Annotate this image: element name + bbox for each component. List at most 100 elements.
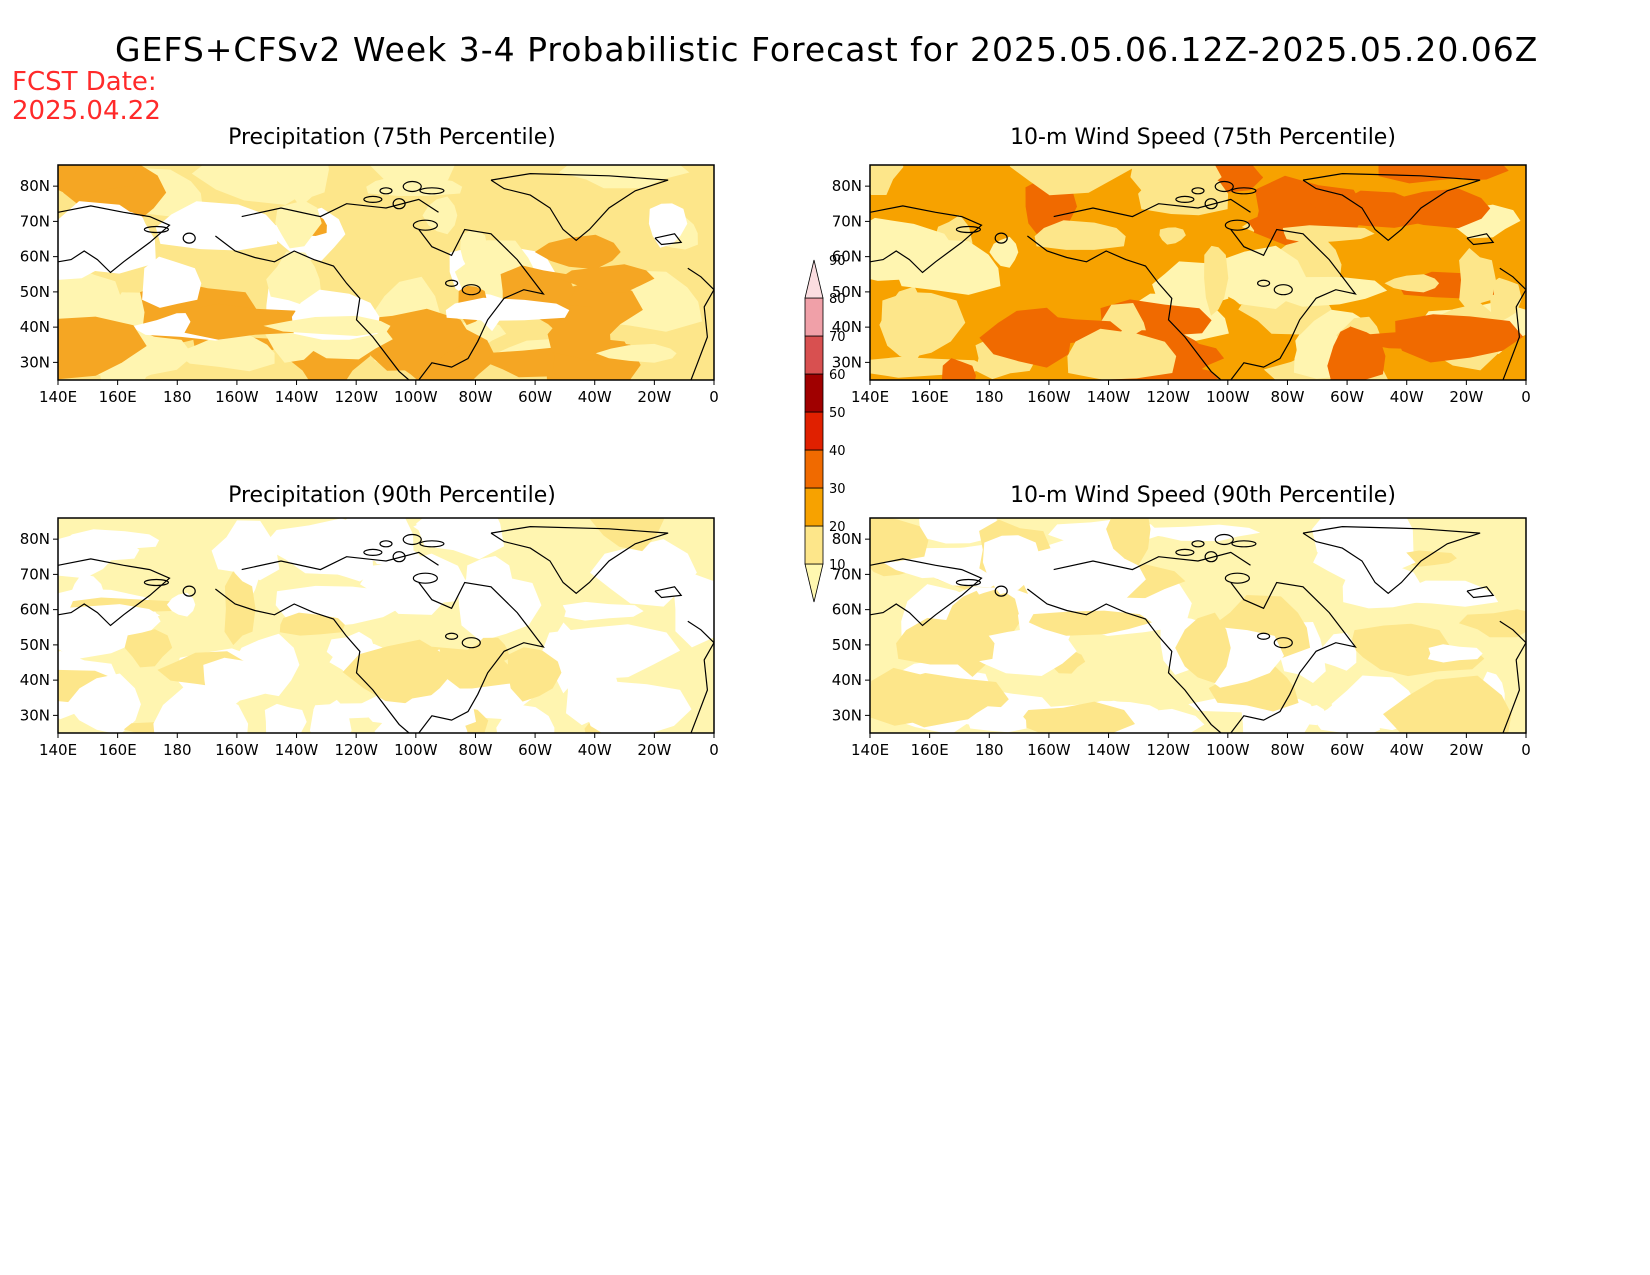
colorbar-segment <box>804 335 824 375</box>
forecast-date-label: FCST Date: <box>12 67 157 97</box>
lon-tick-label: 160E <box>911 388 949 406</box>
lon-tick-label: 60W <box>1330 388 1364 406</box>
map-frame <box>57 517 715 734</box>
colorbar-label: 90 <box>829 254 846 269</box>
lon-tick-label: 160W <box>215 741 259 759</box>
lon-tick-label: 0 <box>1521 388 1531 406</box>
lon-tick-label: 80W <box>1270 741 1304 759</box>
lon-tick-label: 100W <box>1206 741 1250 759</box>
panel-title-wind-75: 10-m Wind Speed (75th Percentile) <box>1010 125 1396 150</box>
lon-tick-label: 0 <box>709 388 719 406</box>
lat-tick-label: 60N <box>20 601 50 619</box>
lon-tick-label: 160E <box>911 741 949 759</box>
lon-tick-label: 140W <box>275 741 319 759</box>
colorbar-label: 80 <box>829 292 846 307</box>
colorbar-segment <box>804 487 824 527</box>
lat-tick-label: 30N <box>20 706 50 724</box>
lon-tick-label: 140W <box>275 388 319 406</box>
lon-tick-label: 120W <box>1146 388 1190 406</box>
lon-tick-label: 100W <box>1206 388 1250 406</box>
coastlines <box>58 172 714 380</box>
lat-tick-label: 60N <box>832 248 862 266</box>
lon-tick-label: 40W <box>1390 741 1424 759</box>
lon-tick-label: 20W <box>637 388 671 406</box>
lat-tick-label: 30N <box>832 706 862 724</box>
lat-tick-label: 80N <box>20 530 50 548</box>
colorbar-segment <box>804 449 824 489</box>
lat-tick-label: 40N <box>832 671 862 689</box>
lon-tick-label: 80W <box>458 741 492 759</box>
map-frame <box>869 164 1527 381</box>
map-precip-75: 140E 160E 180 160W 140W 120W 100W 80W 60W 40W 20W 0… <box>20 164 719 406</box>
lat-tick-label: 60N <box>20 248 50 266</box>
lat-tick-label: 40N <box>20 671 50 689</box>
lon-tick-label: 140E <box>851 741 889 759</box>
lat-tick-label: 80N <box>832 177 862 195</box>
lon-tick-label: 80W <box>1270 388 1304 406</box>
contour-field <box>870 165 1526 380</box>
panel-title-precip-75: Precipitation (75th Percentile) <box>228 125 556 150</box>
lon-tick-label: 140W <box>1087 741 1131 759</box>
lat-tick-label: 70N <box>832 212 862 230</box>
contour-field <box>58 165 714 380</box>
colorbar-label: 10 <box>829 558 846 573</box>
colorbar-segment <box>804 373 824 413</box>
lat-tick-label: 50N <box>20 636 50 654</box>
contour-field <box>58 518 714 733</box>
map-wind-75: 140E 160E 180 160W 140W 120W 100W 80W 60W 40W 20W 0… <box>832 164 1531 406</box>
lon-tick-label: 120W <box>334 741 378 759</box>
figure-title: GEFS+CFSv2 Week 3-4 Probabilistic Foreca… <box>115 30 1539 69</box>
lat-tick-label: 60N <box>832 601 862 619</box>
lon-tick-label: 40W <box>578 388 612 406</box>
colorbar-label: 70 <box>829 330 846 345</box>
panel-title-precip-90: Precipitation (90th Percentile) <box>228 483 556 508</box>
lon-tick-label: 120W <box>1146 741 1190 759</box>
lon-tick-label: 160W <box>1027 741 1071 759</box>
colorbar-segment <box>804 411 824 451</box>
lon-tick-label: 20W <box>1449 388 1483 406</box>
lon-tick-label: 60W <box>518 741 552 759</box>
colorbar-label: 50 <box>829 406 846 421</box>
lon-tick-label: 180 <box>975 388 1004 406</box>
contour-field <box>870 518 1526 733</box>
colorbar-label: 20 <box>829 520 846 535</box>
lat-tick-label: 70N <box>20 565 50 583</box>
panel-title-wind-90: 10-m Wind Speed (90th Percentile) <box>1010 483 1396 508</box>
forecast-date-value: 2025.04.22 <box>12 96 161 126</box>
lat-tick-label: 80N <box>832 530 862 548</box>
colorbar-segment <box>804 297 824 337</box>
lon-tick-label: 60W <box>1330 741 1364 759</box>
map-frame <box>57 164 715 381</box>
lon-tick-label: 120W <box>334 388 378 406</box>
coastlines <box>58 525 714 733</box>
lon-tick-label: 40W <box>1390 388 1424 406</box>
lon-tick-label: 160W <box>215 388 259 406</box>
lat-tick-label: 50N <box>832 283 862 301</box>
lat-tick-label: 30N <box>832 353 862 371</box>
lon-tick-label: 100W <box>394 388 438 406</box>
lat-tick-label: 40N <box>20 318 50 336</box>
lat-tick-label: 50N <box>20 283 50 301</box>
lat-tick-label: 70N <box>832 565 862 583</box>
lon-tick-label: 40W <box>578 741 612 759</box>
lon-tick-label: 140E <box>39 388 77 406</box>
lat-tick-label: 70N <box>20 212 50 230</box>
lat-tick-label: 30N <box>20 353 50 371</box>
lon-tick-label: 180 <box>163 741 192 759</box>
lon-tick-label: 160E <box>99 741 137 759</box>
lon-tick-label: 140E <box>39 741 77 759</box>
map-wind-90: 140E 160E 180 160W 140W 120W 100W 80W 60W 40W 20W 0… <box>832 517 1531 759</box>
lon-tick-label: 180 <box>163 388 192 406</box>
lat-tick-label: 40N <box>832 318 862 336</box>
colorbar-label: 30 <box>829 482 846 497</box>
colorbar-label: 40 <box>829 444 846 459</box>
lon-tick-label: 20W <box>637 741 671 759</box>
lon-tick-label: 160E <box>99 388 137 406</box>
lon-tick-label: 80W <box>458 388 492 406</box>
lon-tick-label: 140E <box>851 388 889 406</box>
colorbar-segment <box>804 525 824 565</box>
lon-tick-label: 60W <box>518 388 552 406</box>
colorbar: 10 20 30 40 50 60 70 80 90 <box>804 254 846 603</box>
lat-tick-label: 80N <box>20 177 50 195</box>
map-frame <box>869 517 1527 734</box>
